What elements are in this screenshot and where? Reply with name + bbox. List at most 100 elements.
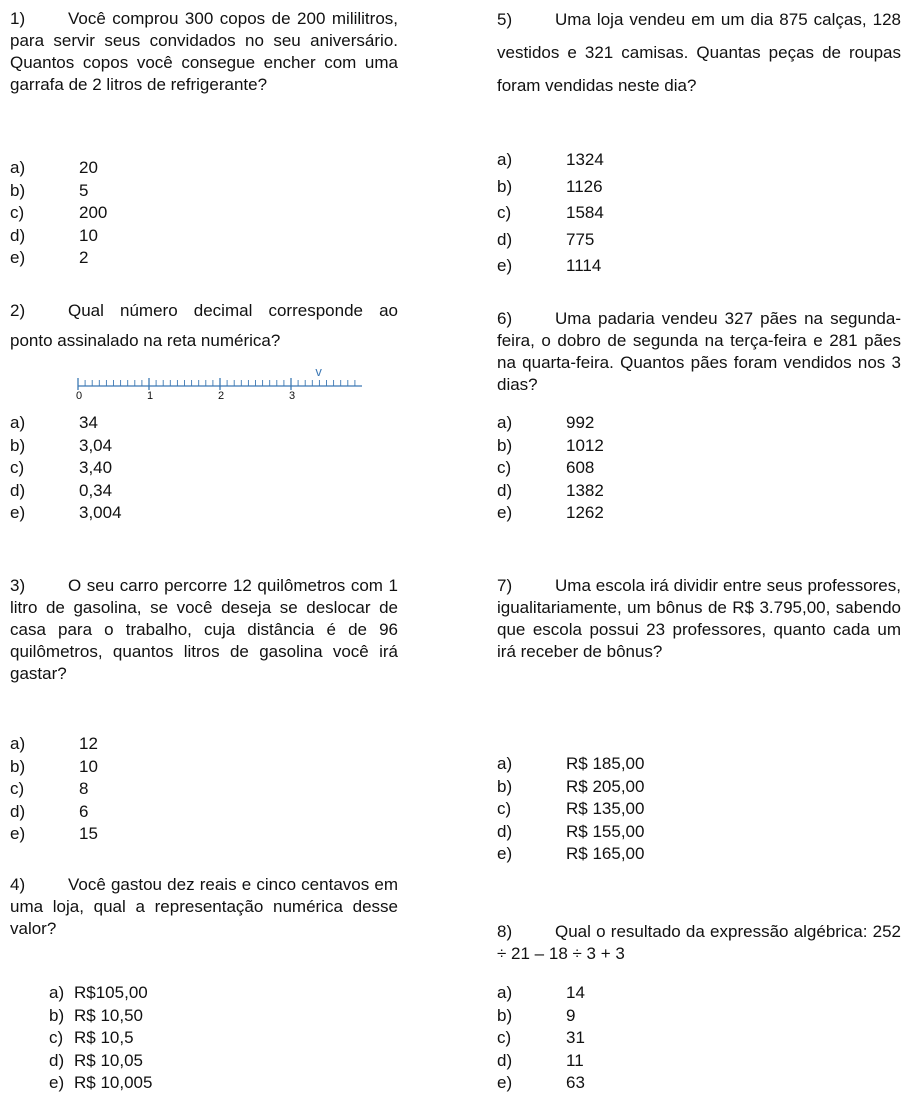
option-e[interactable]: e) 3,004	[10, 502, 122, 525]
option-value: 1262	[566, 503, 604, 522]
option-letter: a)	[497, 754, 513, 773]
option-b[interactable]: b) R$ 10,50	[49, 1005, 152, 1028]
question-5-text: 5) Uma loja vendeu em um dia 875 calças, …	[497, 3, 901, 102]
question-statement: Você comprou 300 copos de 200 mililitros…	[10, 9, 398, 94]
option-b[interactable]: b) 9	[497, 1005, 585, 1028]
option-b[interactable]: b) 5	[10, 180, 107, 203]
option-value: R$ 10,005	[74, 1073, 153, 1092]
question-number: 7)	[497, 576, 513, 595]
question-statement: O seu carro percorre 12 quilômetros com …	[10, 576, 398, 683]
option-letter: a)	[497, 413, 513, 432]
question-5-options: a) 1324 b) 1126 c) 1584 d) 775 e) 1114	[497, 147, 604, 280]
question-6: 6) Uma padaria vendeu 327 pães na segunda…	[497, 308, 901, 396]
option-d[interactable]: d) 775	[497, 227, 604, 254]
option-c[interactable]: c) 8	[10, 778, 98, 801]
option-e[interactable]: e) 1262	[497, 502, 604, 525]
option-a[interactable]: a) 20	[10, 157, 107, 180]
option-value: 1382	[566, 480, 604, 500]
option-value: 15	[79, 824, 98, 843]
option-b[interactable]: b) 1126	[497, 174, 604, 201]
option-letter: b)	[10, 435, 26, 455]
option-e[interactable]: e) R$ 165,00	[497, 843, 644, 866]
option-c[interactable]: c) 608	[497, 457, 604, 480]
question-number: 5)	[497, 10, 513, 29]
option-letter: b)	[49, 1005, 65, 1025]
option-d[interactable]: d) 1382	[497, 480, 604, 503]
question-statement: Qual o resultado da expressão algébrica:…	[497, 922, 901, 963]
option-letter: c)	[497, 203, 512, 222]
option-c[interactable]: c) R$ 135,00	[497, 798, 644, 821]
option-letter: b)	[10, 756, 26, 776]
option-letter: a)	[10, 158, 26, 177]
option-letter: d)	[497, 229, 513, 249]
option-a[interactable]: a) R$105,00	[49, 982, 152, 1005]
option-d[interactable]: d) R$ 155,00	[497, 821, 644, 844]
option-value: R$ 205,00	[566, 776, 645, 796]
option-letter: b)	[497, 776, 513, 796]
option-value: 608	[566, 458, 595, 477]
option-a[interactable]: a) 34	[10, 412, 122, 435]
option-value: R$ 10,5	[74, 1028, 134, 1047]
option-e[interactable]: e) 63	[497, 1072, 585, 1095]
option-value: 8	[79, 779, 89, 798]
option-e[interactable]: e) 15	[10, 823, 98, 846]
option-value: 14	[566, 983, 585, 1002]
question-8: 8) Qual o resultado da expressão algébric…	[497, 921, 901, 965]
option-a[interactable]: a) 14	[497, 982, 585, 1005]
option-value: 34	[79, 413, 98, 432]
question-7-text: 7) Uma escola irá dividir entre seus prof…	[497, 575, 901, 663]
option-e[interactable]: e) 2	[10, 247, 107, 270]
question-7: 7) Uma escola irá dividir entre seus prof…	[497, 575, 901, 663]
tick-label: 2	[218, 390, 224, 400]
option-a[interactable]: a) 1324	[497, 147, 604, 174]
option-value: 775	[566, 229, 595, 249]
option-d[interactable]: d) 6	[10, 801, 98, 824]
option-letter: c)	[10, 203, 25, 222]
option-value: 9	[566, 1005, 576, 1025]
option-d[interactable]: d) 0,34	[10, 480, 122, 503]
option-letter: a)	[10, 413, 26, 432]
option-c[interactable]: c) 200	[10, 202, 107, 225]
option-value: 1584	[566, 203, 604, 222]
option-value: 0,34	[79, 480, 113, 500]
option-c[interactable]: c) 31	[497, 1027, 585, 1050]
option-b[interactable]: b) 3,04	[10, 435, 122, 458]
option-letter: a)	[497, 150, 513, 169]
option-c[interactable]: c) R$ 10,5	[49, 1027, 152, 1050]
option-value: 10	[79, 756, 98, 776]
option-value: 1114	[566, 256, 602, 275]
option-letter: b)	[497, 1005, 513, 1025]
option-letter: c)	[497, 458, 512, 477]
question-number: 4)	[10, 875, 26, 894]
option-c[interactable]: c) 1584	[497, 200, 604, 227]
option-d[interactable]: d) R$ 10,05	[49, 1050, 152, 1073]
option-d[interactable]: d) 11	[497, 1050, 585, 1073]
option-b[interactable]: b) 1012	[497, 435, 604, 458]
option-a[interactable]: a) 992	[497, 412, 604, 435]
question-1-options: a) 20 b) 5 c) 200 d) 10 e) 2	[10, 157, 107, 270]
option-letter: e)	[497, 256, 513, 275]
option-e[interactable]: e) R$ 10,005	[49, 1072, 152, 1095]
option-value: 10	[79, 225, 98, 245]
option-letter: b)	[497, 176, 513, 196]
option-letter: c)	[10, 779, 25, 798]
option-c[interactable]: c) 3,40	[10, 457, 122, 480]
option-letter: d)	[49, 1050, 65, 1070]
option-a[interactable]: a) R$ 185,00	[497, 753, 644, 776]
question-8-options: a) 14 b) 9 c) 31 d) 11 e) 63	[497, 982, 585, 1095]
option-d[interactable]: d) 10	[10, 225, 107, 248]
option-letter: d)	[497, 821, 513, 841]
tick-label: 3	[289, 390, 295, 400]
option-letter: d)	[497, 1050, 513, 1070]
option-letter: c)	[49, 1028, 64, 1047]
question-3-text: 3) O seu carro percorre 12 quilômetros co…	[10, 575, 398, 685]
option-b[interactable]: b) R$ 205,00	[497, 776, 644, 799]
option-letter: a)	[49, 983, 65, 1002]
option-letter: d)	[497, 480, 513, 500]
option-b[interactable]: b) 10	[10, 756, 98, 779]
option-value: R$ 10,05	[74, 1050, 143, 1070]
question-3-options: a) 12 b) 10 c) 8 d) 6 e) 15	[10, 733, 98, 846]
option-letter: b)	[10, 180, 26, 200]
option-a[interactable]: a) 12	[10, 733, 98, 756]
option-e[interactable]: e) 1114	[497, 253, 604, 280]
